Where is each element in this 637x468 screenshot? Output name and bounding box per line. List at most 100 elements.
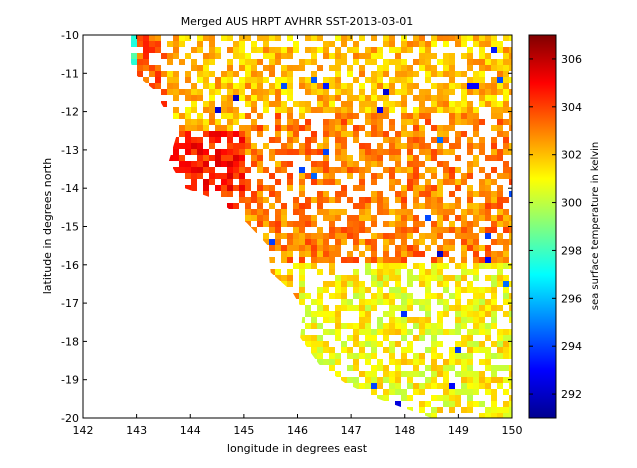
sst-cell — [377, 395, 383, 401]
sst-cell — [473, 35, 479, 41]
sst-cell — [335, 35, 341, 41]
sst-cell — [443, 161, 449, 167]
sst-cell — [167, 89, 173, 95]
sst-cell — [377, 143, 383, 149]
sst-cell — [509, 293, 512, 299]
sst-cell — [503, 173, 509, 179]
sst-cell — [473, 89, 479, 95]
sst-cell — [275, 47, 281, 53]
sst-cell — [371, 191, 377, 197]
sst-cell — [245, 101, 251, 107]
sst-cell — [191, 149, 197, 155]
sst-cell — [257, 149, 263, 155]
sst-cell — [401, 245, 407, 251]
sst-cell — [257, 125, 263, 131]
sst-cell — [377, 47, 383, 53]
sst-cell — [269, 203, 275, 209]
sst-cell — [299, 239, 305, 245]
sst-cell — [497, 77, 503, 83]
sst-cell — [269, 89, 275, 95]
sst-cell — [509, 221, 512, 227]
sst-cell — [137, 41, 143, 47]
sst-cell — [407, 161, 413, 167]
sst-cell — [335, 287, 341, 293]
sst-cell — [467, 311, 473, 317]
sst-cell — [299, 167, 305, 173]
sst-cell — [401, 293, 407, 299]
sst-cell — [503, 365, 509, 371]
sst-cell — [431, 209, 437, 215]
sst-cell — [443, 179, 449, 185]
sst-cell — [179, 125, 185, 131]
y-tick-label: -14 — [61, 182, 79, 195]
sst-cell — [341, 305, 347, 311]
sst-cell — [461, 359, 467, 365]
sst-cell — [281, 221, 287, 227]
sst-cell — [431, 95, 437, 101]
sst-cell — [389, 149, 395, 155]
sst-cell — [491, 89, 497, 95]
sst-cell — [395, 65, 401, 71]
sst-cell — [203, 35, 209, 41]
sst-cell — [341, 161, 347, 167]
sst-cell — [383, 329, 389, 335]
sst-cell — [395, 275, 401, 281]
sst-cell — [443, 329, 449, 335]
sst-cell — [299, 143, 305, 149]
sst-cell — [419, 239, 425, 245]
sst-cell — [353, 221, 359, 227]
sst-cell — [377, 257, 383, 263]
sst-cell — [473, 209, 479, 215]
sst-cell — [143, 53, 149, 59]
sst-cell — [185, 173, 191, 179]
sst-cell — [359, 185, 365, 191]
sst-cell — [473, 257, 479, 263]
sst-cell — [437, 293, 443, 299]
sst-cell — [299, 335, 305, 341]
sst-cell — [419, 35, 425, 41]
sst-cell — [467, 233, 473, 239]
sst-cell — [425, 179, 431, 185]
sst-cell — [347, 197, 353, 203]
sst-cell — [407, 407, 413, 413]
sst-cell — [323, 239, 329, 245]
sst-cell — [449, 257, 455, 263]
sst-cell — [173, 143, 179, 149]
sst-cell — [425, 107, 431, 113]
sst-cell — [431, 275, 437, 281]
sst-cell — [227, 71, 233, 77]
sst-cell — [257, 215, 263, 221]
sst-cell — [173, 155, 179, 161]
sst-cell — [329, 329, 335, 335]
sst-cell — [179, 161, 185, 167]
sst-cell — [341, 149, 347, 155]
sst-cell — [275, 77, 281, 83]
sst-cell — [473, 269, 479, 275]
sst-cell — [503, 119, 509, 125]
x-tick-label: 144 — [180, 424, 201, 437]
sst-cell — [389, 359, 395, 365]
sst-cell — [401, 125, 407, 131]
sst-cell — [329, 179, 335, 185]
sst-cell — [365, 317, 371, 323]
sst-cell — [305, 119, 311, 125]
sst-cell — [365, 239, 371, 245]
sst-cell — [473, 239, 479, 245]
sst-cell — [359, 71, 365, 77]
sst-cell — [437, 209, 443, 215]
sst-cell — [467, 83, 473, 89]
sst-cell — [275, 131, 281, 137]
sst-cell — [491, 365, 497, 371]
sst-cell — [323, 233, 329, 239]
sst-cell — [137, 59, 143, 65]
sst-cell — [233, 203, 239, 209]
sst-cell — [335, 227, 341, 233]
sst-cell — [221, 95, 227, 101]
sst-cell — [389, 371, 395, 377]
sst-cell — [353, 161, 359, 167]
sst-cell — [341, 35, 347, 41]
sst-cell — [485, 251, 491, 257]
sst-cell — [401, 95, 407, 101]
sst-cell — [311, 335, 317, 341]
sst-cell — [509, 239, 512, 245]
